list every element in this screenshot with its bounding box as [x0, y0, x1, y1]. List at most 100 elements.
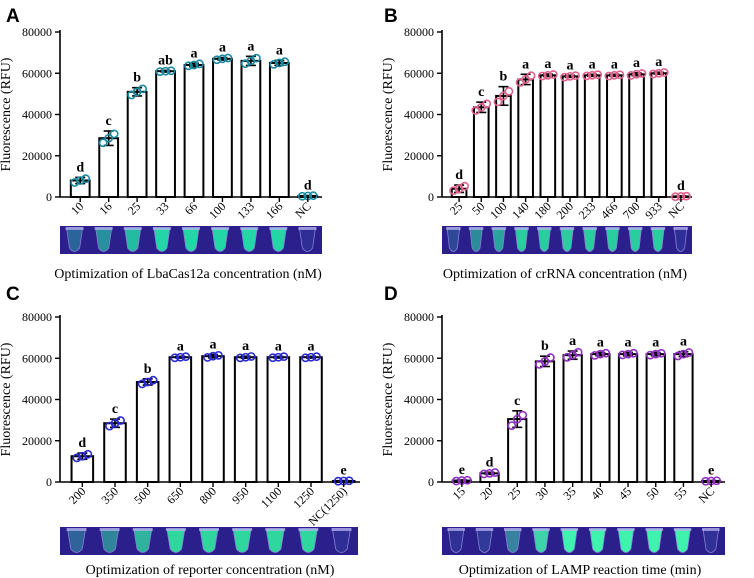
tube-cap — [446, 227, 461, 230]
significance-label: a — [210, 338, 217, 353]
panel-b: B Fluorescence (RFU) 0 20000 40000 60000 80000… — [381, 6, 692, 282]
significance-label: a — [567, 58, 574, 73]
data-point — [81, 174, 91, 184]
data-point — [269, 59, 279, 69]
significance-label: b — [500, 70, 508, 85]
x-tick-label: 20 — [477, 484, 495, 502]
significance-label: a — [308, 339, 315, 354]
significance-label: c — [112, 402, 118, 417]
data-point — [301, 353, 310, 363]
y-tick-label: 60000 — [22, 66, 52, 80]
tube — [67, 528, 87, 553]
bar — [266, 356, 291, 483]
significance-label: e — [459, 463, 465, 478]
bar — [673, 353, 694, 483]
data-point — [573, 347, 583, 357]
x-tick-label: 45 — [616, 484, 634, 502]
x-tick-label: 133 — [234, 199, 257, 222]
bar — [606, 74, 623, 198]
x-tick-label: 500 — [131, 484, 154, 507]
x-tick-label: 166 — [263, 199, 286, 222]
data-point — [241, 352, 251, 362]
tube — [476, 528, 493, 553]
significance-label: a — [522, 57, 529, 72]
data-point — [184, 61, 193, 71]
y-tick-label: 20000 — [404, 149, 434, 163]
tube-cap — [650, 227, 666, 230]
data-point — [235, 353, 245, 363]
tube-cap — [617, 528, 635, 531]
tube-cap — [491, 227, 507, 230]
bar — [650, 72, 668, 198]
data-point — [246, 352, 256, 361]
data-point — [499, 91, 508, 101]
data-point — [274, 58, 284, 68]
y-tick-label: 80000 — [22, 310, 52, 324]
data-point — [462, 475, 472, 485]
data-point — [155, 67, 165, 77]
tube — [240, 227, 258, 252]
data-point — [308, 191, 318, 201]
data-point — [306, 352, 316, 362]
panel-caption: Optimization of LbaCas12a concentration … — [54, 267, 322, 282]
y-axis-title: Fluorescence (RFU) — [381, 57, 396, 171]
significance-label: b — [541, 339, 549, 354]
tube-cap — [298, 227, 317, 230]
significance-label: d — [677, 179, 685, 194]
tube — [674, 528, 691, 553]
data-point — [493, 97, 503, 107]
bar — [168, 356, 193, 483]
data-point — [482, 99, 492, 109]
significance-label: d — [304, 179, 312, 194]
data-point — [460, 181, 469, 191]
data-point — [582, 71, 592, 81]
panel-caption: Optimization of crRNA concentration (nM) — [443, 267, 687, 282]
data-point — [333, 476, 343, 486]
tube — [492, 227, 506, 252]
significance-label: a — [652, 335, 659, 350]
data-point — [223, 53, 233, 63]
tube — [447, 528, 465, 553]
y-tick-label: 0 — [46, 190, 52, 204]
data-point — [629, 348, 638, 358]
y-tick-label: 60000 — [404, 351, 434, 365]
data-point — [682, 191, 691, 201]
x-tick-label: 25 — [505, 484, 523, 502]
tube — [182, 227, 200, 252]
significance-label: c — [478, 85, 484, 100]
tube — [617, 528, 635, 553]
significance-label: d — [486, 455, 494, 470]
significance-label: a — [680, 335, 687, 350]
x-tick-label: 950 — [229, 484, 252, 507]
data-point — [504, 86, 514, 96]
data-point — [70, 178, 80, 187]
y-tick-label: 20000 — [404, 434, 434, 448]
data-point — [189, 60, 199, 70]
tube — [124, 227, 142, 252]
data-point — [148, 375, 158, 385]
tube-cap — [99, 528, 120, 531]
bar — [645, 353, 666, 483]
bar — [534, 360, 556, 483]
significance-label: e — [341, 464, 347, 479]
tube-cap — [468, 227, 484, 230]
tube-cap — [673, 227, 688, 230]
significance-label: d — [76, 160, 84, 175]
data-point — [626, 71, 636, 80]
data-point — [595, 349, 605, 359]
significance-label: b — [144, 362, 152, 377]
bar — [126, 90, 148, 198]
data-point — [679, 349, 688, 359]
bar — [268, 61, 290, 198]
significance-label: a — [242, 339, 249, 354]
tube-cap — [165, 528, 186, 531]
data-point — [632, 69, 641, 79]
data-point — [526, 71, 536, 81]
data-point — [214, 350, 223, 360]
y-tick-label: 80000 — [404, 310, 434, 324]
tube-photo — [60, 527, 358, 555]
bar — [103, 422, 127, 483]
significance-label: a — [247, 39, 254, 54]
data-point — [637, 69, 647, 78]
y-axis-title: Fluorescence (RFU) — [0, 342, 14, 456]
